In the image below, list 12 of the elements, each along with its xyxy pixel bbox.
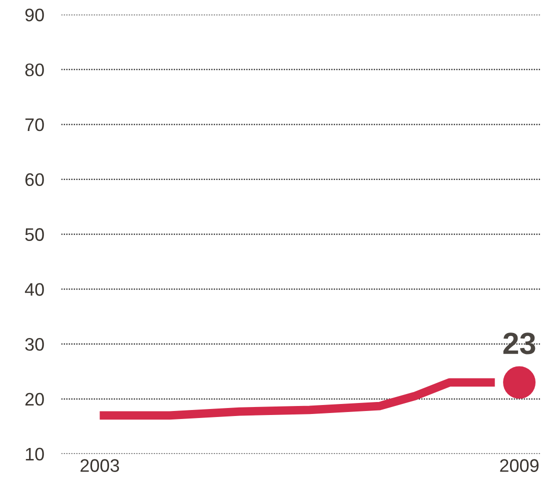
y-tick-label: 60 (25, 173, 44, 186)
data-label: 23 (503, 332, 536, 354)
y-tick-label: 90 (25, 8, 44, 22)
y-tick-label: 40 (24, 283, 44, 296)
y-tick-label: 10 (26, 448, 44, 461)
y-tick-label: 50 (25, 228, 44, 241)
x-tick-label: 2003 (80, 459, 120, 472)
y-tick-label: 80 (25, 63, 44, 76)
x-tick-label: 2009 (500, 459, 539, 472)
y-tick-label: 70 (25, 118, 44, 132)
y-tick-label: 20 (25, 392, 44, 406)
y-tick-label: 30 (25, 338, 44, 351)
